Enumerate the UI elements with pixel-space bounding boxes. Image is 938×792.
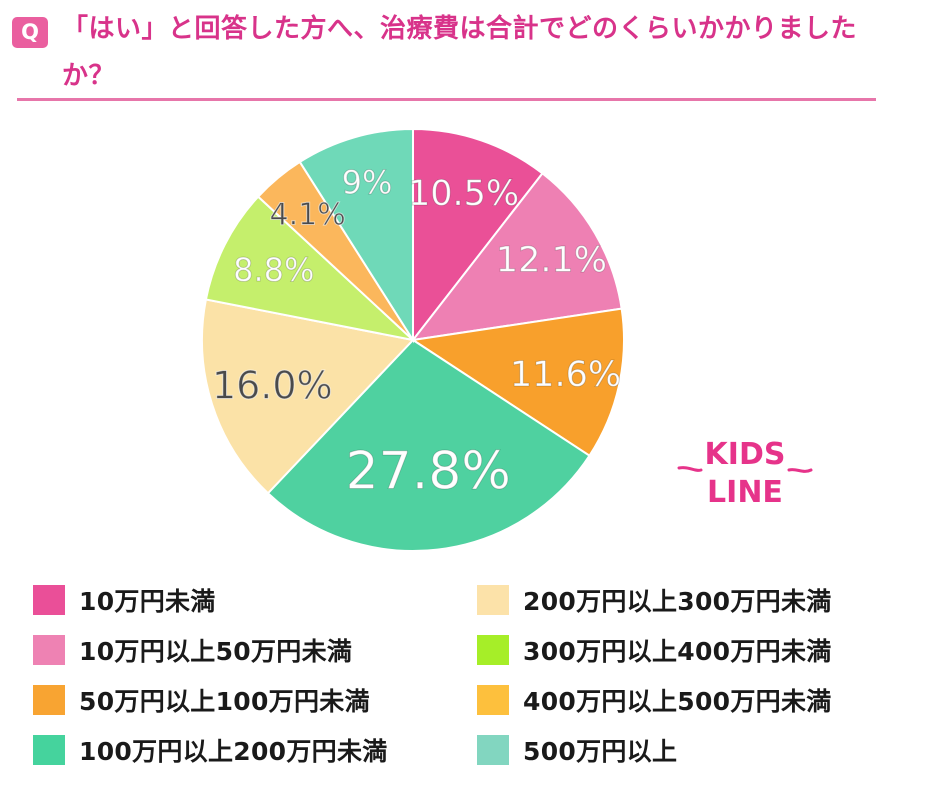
kidsline-logo: KIDS LINE [677, 437, 813, 510]
legend-item: 50万円以上100万円未満 [33, 682, 370, 718]
legend-swatch [33, 635, 65, 665]
question-title: 「はい」と回答した方へ、治療費は合計でどのくらいかかりましたか？ [62, 14, 858, 91]
pie-slice-2 [410, 171, 623, 342]
pie-slice-5 [201, 298, 415, 495]
logo-left-arm [677, 466, 703, 472]
pie-label-5: 16.0% [212, 364, 333, 408]
legend-item: 10万円以上50万円未満 [33, 632, 352, 668]
legend-item: 200万円以上300万円未満 [477, 582, 832, 618]
legend-item: 10万円未満 [33, 582, 216, 618]
legend-item: 500万円以上 [477, 732, 677, 768]
legend-swatch [477, 685, 509, 715]
legend-swatch [477, 735, 509, 765]
legend-label: 100万円以上200万円未満 [79, 737, 388, 766]
title-divider [17, 98, 876, 101]
pie-label-1: 10.5% [408, 174, 519, 214]
legend-label: 10万円以上50万円未満 [79, 637, 353, 666]
legend-swatch [33, 585, 65, 615]
legend-swatch [477, 585, 509, 615]
legend-label: 400万円以上500万円未満 [523, 687, 832, 716]
legend-item: 100万円以上200万円未満 [33, 732, 388, 768]
legend-label: 500万円以上 [523, 737, 678, 766]
pie-slice-3 [410, 307, 625, 458]
pie-label-7: 4.1% [269, 197, 345, 232]
pie-label-4: 27.8% [346, 442, 511, 502]
legend-swatch [33, 685, 65, 715]
logo-text-line: LINE [707, 475, 783, 510]
pie-label-8: 9% [342, 164, 393, 202]
legend-label: 200万円以上300万円未満 [523, 587, 832, 616]
pie-slice-1 [412, 127, 544, 343]
pie-label-6: 8.8% [233, 251, 314, 289]
legend-label: 300万円以上400万円未満 [523, 637, 832, 666]
legend-swatch [477, 635, 509, 665]
legend-label: 10万円未満 [79, 587, 216, 616]
logo-text-kids: KIDS [705, 437, 786, 472]
pie-slice-4 [266, 338, 591, 552]
legend-item: 300万円以上400万円未満 [477, 632, 832, 668]
pie-slice-8 [298, 127, 414, 344]
legend-item: 400万円以上500万円未満 [477, 682, 832, 718]
pie-label-3: 11.6% [510, 355, 621, 395]
pie-slice-6 [204, 195, 417, 342]
legend-swatch [33, 735, 65, 765]
pie-label-2: 12.1% [496, 241, 607, 281]
question-badge: Q [12, 17, 48, 48]
legend-label: 50万円以上100万円未満 [79, 687, 370, 716]
logo-right-arm [787, 468, 813, 473]
